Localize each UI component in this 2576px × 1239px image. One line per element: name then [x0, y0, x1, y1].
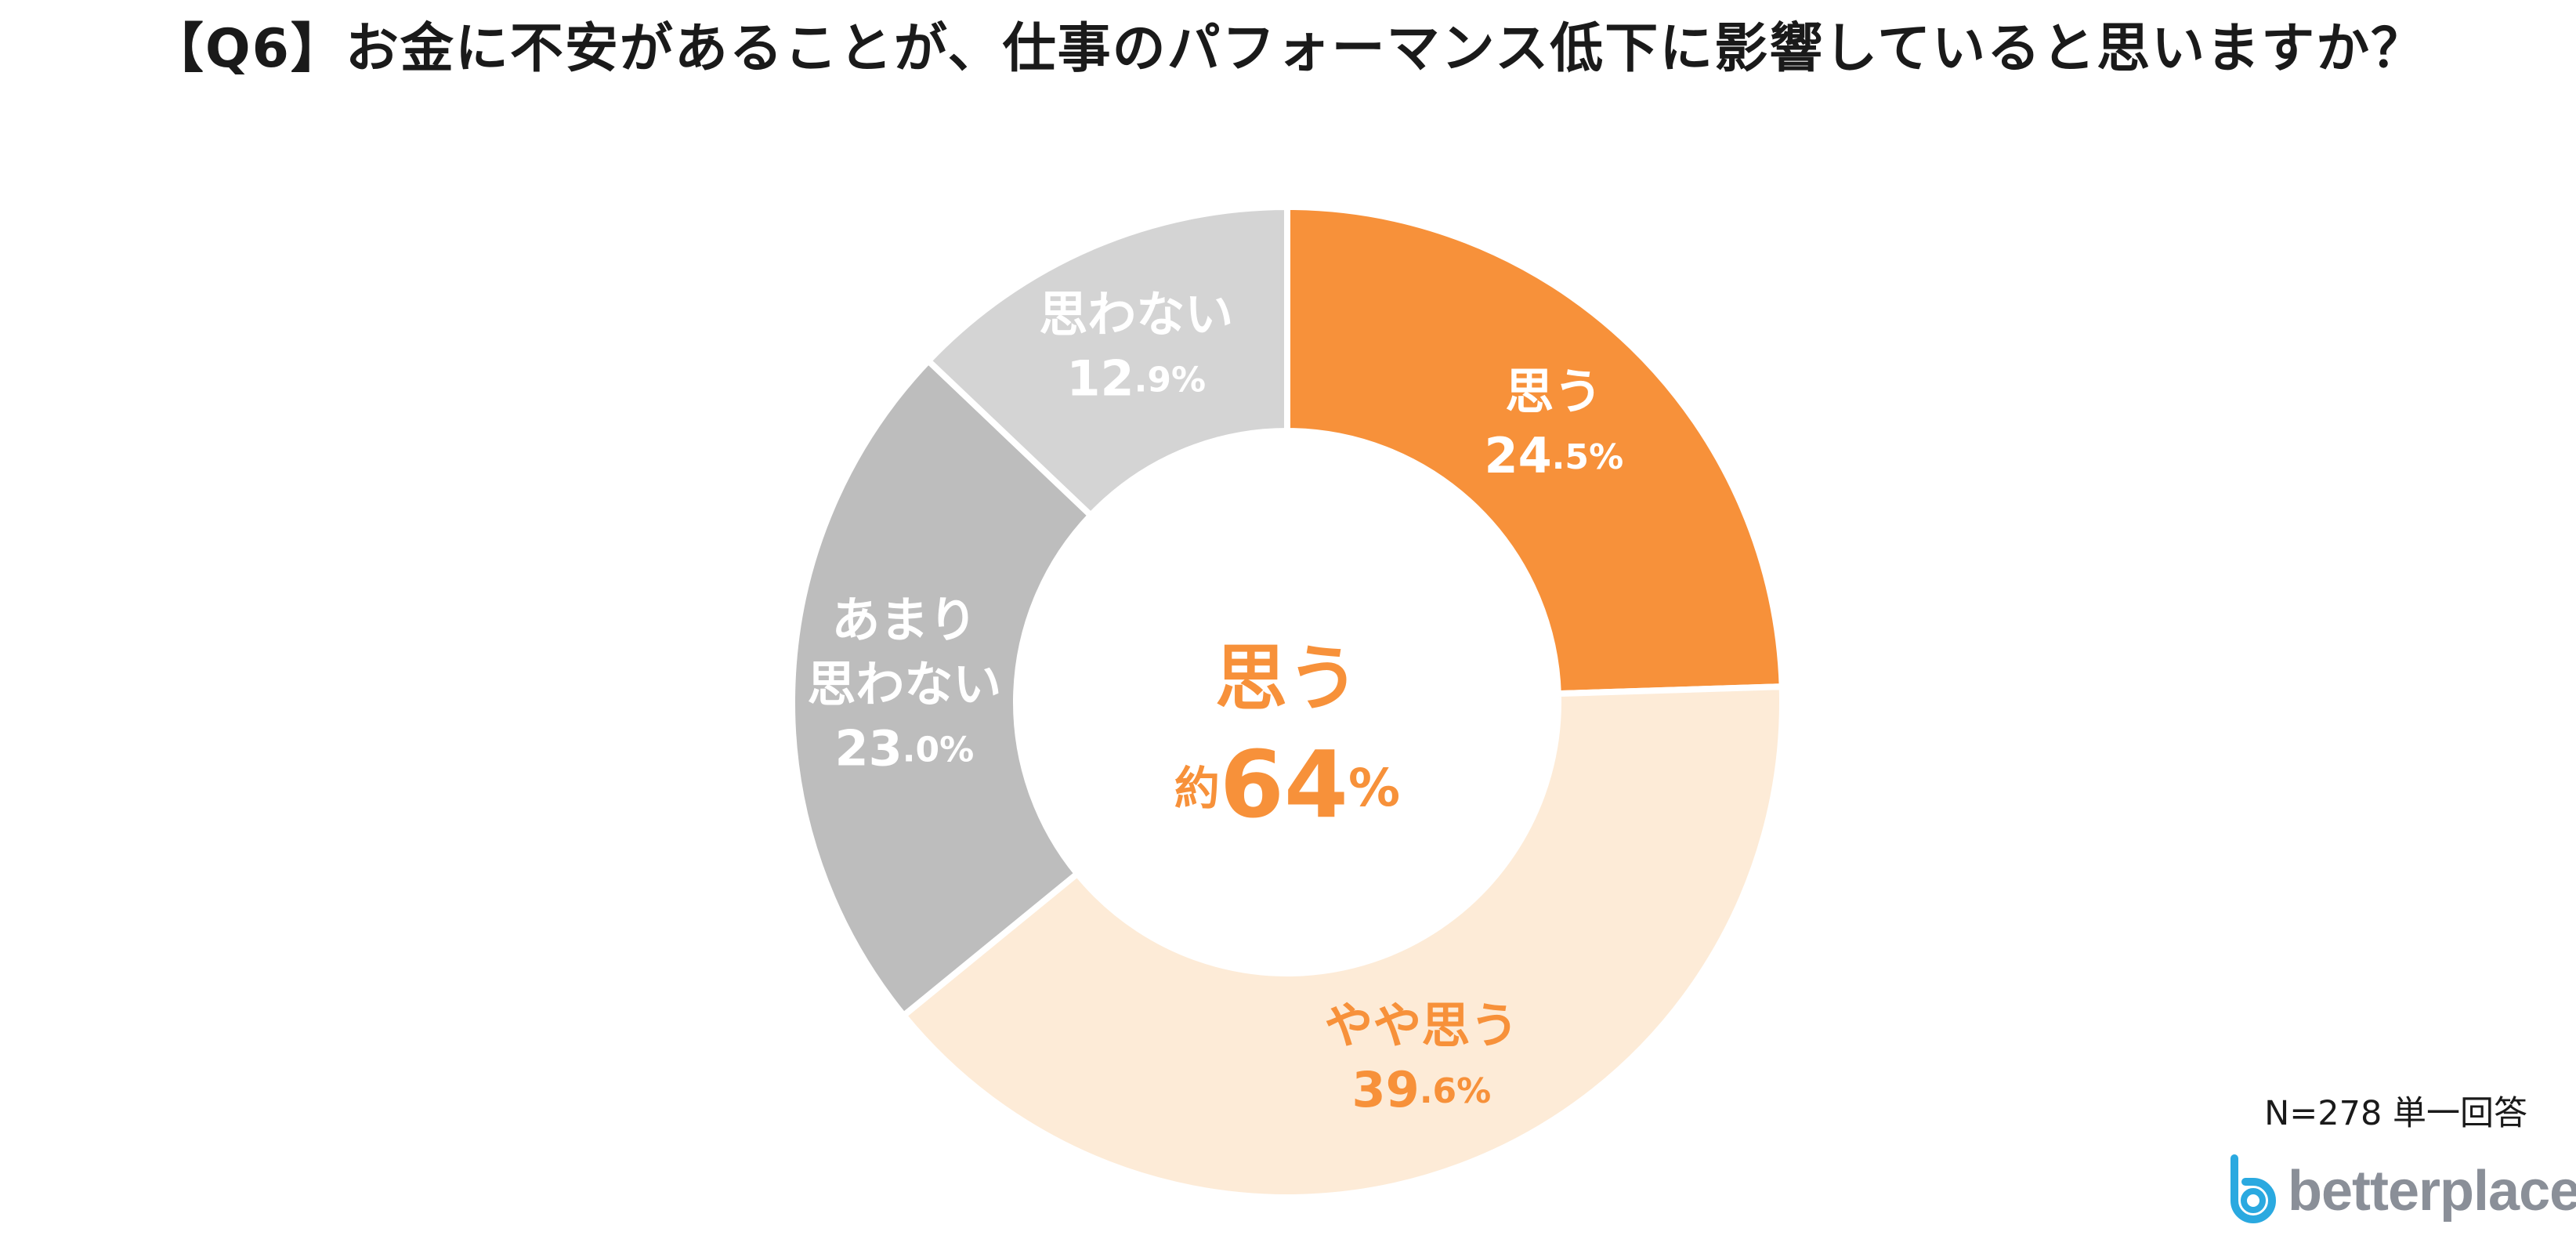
slice-value-label: 12.9% [1066, 350, 1206, 408]
slice-category-label: 思わない [1039, 286, 1233, 343]
slice-category-label: 思う [1505, 363, 1602, 420]
slice-label-4: 思わない 12.9% [1039, 286, 1233, 408]
slice-category-label: あまり [831, 592, 977, 649]
donut-slice-2 [899, 683, 1786, 1201]
donut-slice-3 [789, 356, 1095, 1020]
slice-value-label: 39.6% [1352, 1061, 1492, 1118]
slice-value-label: 24.5% [1484, 427, 1623, 484]
betterplace-logo-text: betterplace [2288, 1160, 2576, 1223]
sample-note: N=278 単一回答 [2264, 1094, 2527, 1133]
slice-label-1: 思う 24.5% [1484, 363, 1623, 484]
donut-slice-1 [1284, 203, 1785, 697]
betterplace-logo: betterplace [2223, 1152, 2576, 1230]
center-label: 思う [1215, 636, 1359, 720]
slice-value-label: 23.0% [834, 720, 974, 777]
slice-label-2: やや思う 39.6% [1324, 997, 1518, 1118]
donut-slice-4 [924, 203, 1290, 520]
chart-title: 【Q6】お金に不安があることが、仕事のパフォーマンス低下に影響していると思います… [150, 18, 2426, 80]
center-value: 約64% [1174, 730, 1400, 839]
slice-category-label: 思わない [807, 656, 1001, 713]
betterplace-logo-icon [2230, 1154, 2276, 1223]
slice-category-label: やや思う [1324, 997, 1518, 1054]
